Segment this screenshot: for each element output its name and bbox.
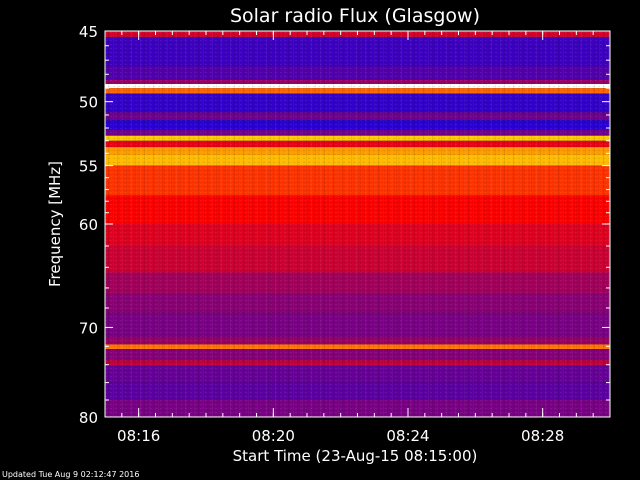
updated-timestamp: Updated Tue Aug 9 02:12:47 2016 — [2, 470, 140, 479]
y-axis: 45 50 55 60 70 80 — [79, 23, 610, 427]
chart-title: Solar radio Flux (Glasgow) — [230, 5, 480, 27]
y-tick-label: 50 — [79, 94, 98, 112]
x-axis: 08:16 08:20 08:24 08:28 — [117, 31, 594, 445]
x-tick-label: 08:24 — [386, 427, 429, 445]
x-tick-label: 08:20 — [252, 427, 295, 445]
y-tick-label: 80 — [79, 409, 98, 427]
x-tick-label: 08:28 — [521, 427, 564, 445]
x-tick-label: 08:16 — [117, 427, 160, 445]
y-axis-label: Frequency [MHz] — [46, 161, 64, 287]
texture-overlay-vertical — [105, 31, 610, 417]
y-tick-label: 60 — [79, 216, 98, 234]
y-tick-label: 55 — [79, 158, 98, 176]
y-tick-label: 45 — [79, 23, 98, 41]
x-axis-label: Start Time (23-Aug-15 08:15:00) — [233, 447, 478, 465]
y-tick-label: 70 — [79, 319, 98, 337]
